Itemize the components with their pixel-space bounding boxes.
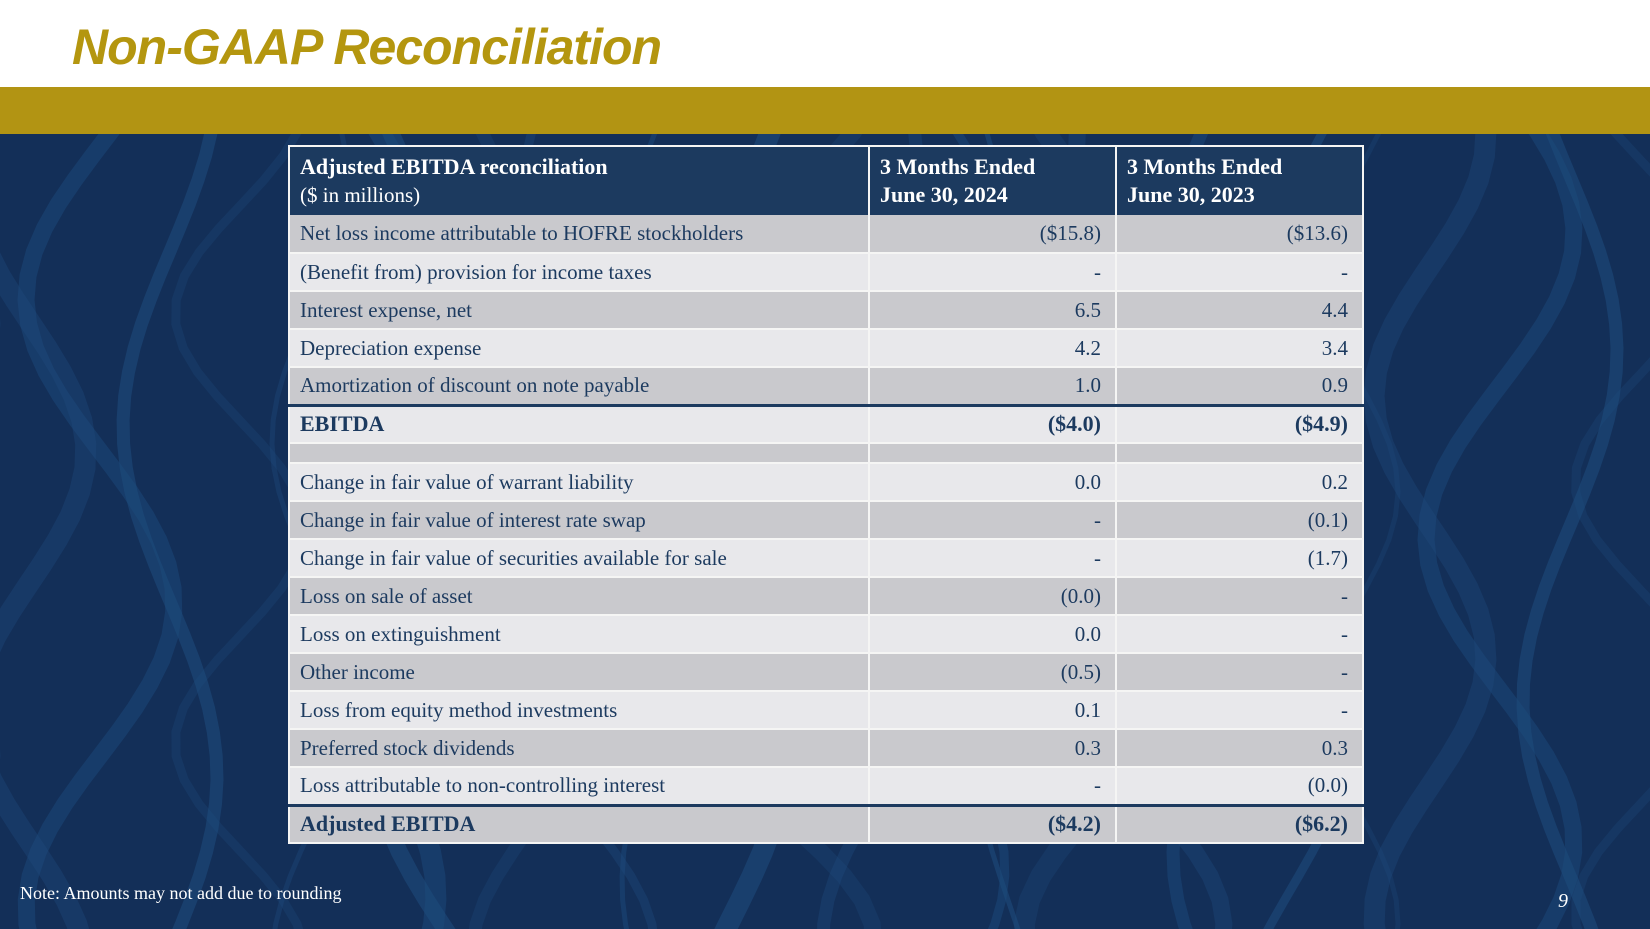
row-label: Net loss income attributable to HOFRE st…: [289, 215, 869, 254]
row-value-2023: ($4.9): [1115, 403, 1363, 444]
table-row: Preferred stock dividends 0.3 0.3: [289, 729, 1363, 768]
spacer-row: [289, 443, 1363, 464]
table-row: (Benefit from) provision for income taxe…: [289, 253, 1363, 292]
row-value-2024: ($4.2): [868, 803, 1116, 844]
row-value-2023: 3.4: [1115, 329, 1363, 368]
header-period-2024-line2: June 30, 2024: [880, 181, 1008, 207]
row-value-2023: 0.2: [1115, 463, 1363, 502]
page-title: Non-GAAP Reconciliation: [72, 18, 662, 75]
header-cell-period-2024: 3 Months Ended June 30, 2024: [868, 146, 1116, 215]
reconciliation-table-container: Adjusted EBITDA reconciliation ($ in mil…: [288, 145, 1364, 844]
row-value-2023: -: [1115, 653, 1363, 692]
row-value-2024: -: [868, 767, 1116, 806]
row-value-2024: ($15.8): [868, 215, 1116, 254]
table-row: Loss from equity method investments 0.1-: [289, 691, 1363, 730]
row-label: Change in fair value of interest rate sw…: [289, 501, 869, 540]
row-value-2024: ($4.0): [868, 403, 1116, 444]
row-value-2023: 0.9: [1115, 367, 1363, 406]
row-value-2024: 1.0: [868, 367, 1116, 406]
row-label: Amortization of discount on note payable: [289, 367, 869, 406]
page-number: 9: [1558, 890, 1568, 912]
header-cell-period-2023: 3 Months Ended June 30, 2023: [1115, 146, 1363, 215]
table-row: Depreciation expense 4.2 3.4: [289, 329, 1363, 368]
row-value-2024: [868, 443, 1116, 464]
header-period-2023-line1: 3 Months Ended: [1127, 154, 1283, 179]
row-label: Change in fair value of securities avail…: [289, 539, 869, 578]
header-cell-metric: Adjusted EBITDA reconciliation ($ in mil…: [289, 146, 869, 215]
row-value-2024: 4.2: [868, 329, 1116, 368]
row-label: Interest expense, net: [289, 291, 869, 330]
row-value-2024: -: [868, 539, 1116, 578]
row-value-2023: -: [1115, 615, 1363, 654]
row-label: EBITDA: [289, 403, 869, 444]
header-period-2024-line1: 3 Months Ended: [880, 154, 1036, 179]
header-metric-title: Adjusted EBITDA reconciliation: [300, 154, 608, 179]
table-header: Adjusted EBITDA reconciliation ($ in mil…: [289, 146, 1363, 215]
row-label: Loss on extinguishment: [289, 615, 869, 654]
row-label: [289, 443, 869, 464]
header-metric-units: ($ in millions): [300, 182, 421, 207]
table-row: Adjusted EBITDA ($4.2) ($6.2): [289, 803, 1363, 844]
row-value-2023: ($13.6): [1115, 215, 1363, 254]
table-row: EBITDA ($4.0) ($4.9): [289, 403, 1363, 444]
row-label: Other income: [289, 653, 869, 692]
rounding-footnote: Note: Amounts may not add due to roundin…: [20, 883, 342, 903]
table-header-row: Adjusted EBITDA reconciliation ($ in mil…: [289, 146, 1363, 215]
gold-divider-bar: [0, 87, 1650, 134]
row-value-2023: ($6.2): [1115, 803, 1363, 844]
table-row: Change in fair value of securities avail…: [289, 539, 1363, 578]
table-row: Other income (0.5) -: [289, 653, 1363, 692]
row-value-2024: 0.1: [868, 691, 1116, 730]
row-label: Loss on sale of asset: [289, 577, 869, 616]
row-value-2023: 0.3: [1115, 729, 1363, 768]
row-label: Adjusted EBITDA: [289, 803, 869, 844]
row-value-2024: -: [868, 253, 1116, 292]
row-label: Loss attributable to non-controlling int…: [289, 767, 869, 806]
table-row: Amortization of discount on note payable…: [289, 367, 1363, 406]
row-label: Preferred stock dividends: [289, 729, 869, 768]
table-body: Net loss income attributable to HOFRE st…: [289, 215, 1363, 844]
adjusted-ebitda-reconciliation-table: Adjusted EBITDA reconciliation ($ in mil…: [288, 145, 1364, 844]
row-value-2023: -: [1115, 253, 1363, 292]
table-row: Loss on extinguishment 0.0-: [289, 615, 1363, 654]
title-band: Non-GAAP Reconciliation: [0, 0, 1650, 87]
table-row: Loss attributable to non-controlling int…: [289, 767, 1363, 806]
row-value-2023: (0.0): [1115, 767, 1363, 806]
row-value-2024: (0.5): [868, 653, 1116, 692]
row-value-2023: 4.4: [1115, 291, 1363, 330]
row-value-2023: -: [1115, 691, 1363, 730]
row-value-2024: 0.0: [868, 615, 1116, 654]
row-value-2023: (0.1): [1115, 501, 1363, 540]
row-label: Loss from equity method investments: [289, 691, 869, 730]
row-value-2024: 0.3: [868, 729, 1116, 768]
row-value-2024: (0.0): [868, 577, 1116, 616]
header-period-2023-line2: June 30, 2023: [1127, 181, 1255, 207]
row-value-2023: -: [1115, 577, 1363, 616]
row-value-2023: [1115, 443, 1363, 464]
table-row: Net loss income attributable to HOFRE st…: [289, 215, 1363, 254]
row-label: Depreciation expense: [289, 329, 869, 368]
table-row: Interest expense, net 6.5 4.4: [289, 291, 1363, 330]
table-row: Loss on sale of asset (0.0) -: [289, 577, 1363, 616]
table-row: Change in fair value of interest rate sw…: [289, 501, 1363, 540]
row-label: Change in fair value of warrant liabilit…: [289, 463, 869, 502]
table-row: Change in fair value of warrant liabilit…: [289, 463, 1363, 502]
row-value-2023: (1.7): [1115, 539, 1363, 578]
row-value-2024: 0.0: [868, 463, 1116, 502]
row-value-2024: 6.5: [868, 291, 1116, 330]
row-label: (Benefit from) provision for income taxe…: [289, 253, 869, 292]
row-value-2024: -: [868, 501, 1116, 540]
